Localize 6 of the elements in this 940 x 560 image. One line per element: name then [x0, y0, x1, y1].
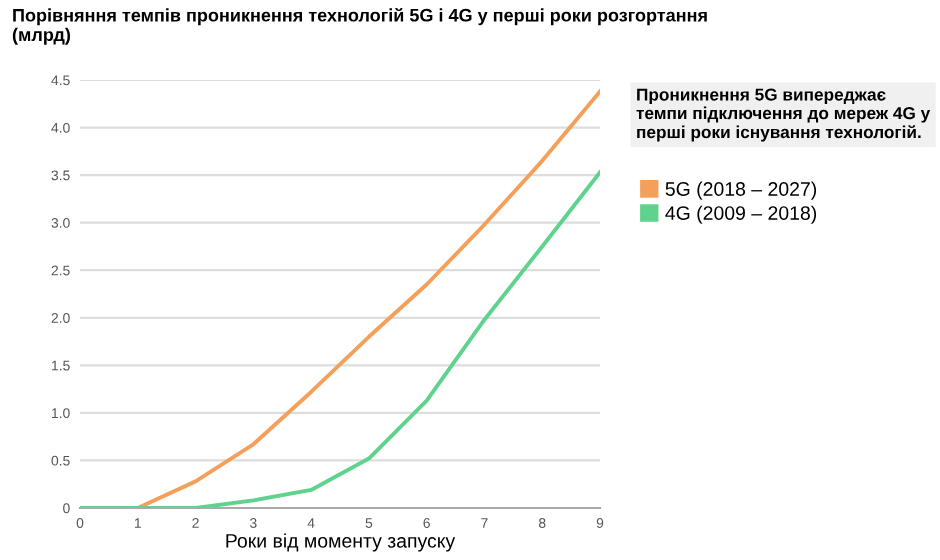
- x-axis-title: Роки від моменту запуску: [226, 533, 456, 552]
- line-series: [80, 170, 600, 508]
- chart-title: Порівняння темпів проникнення технологій 5G і 4G у перші роки розгортання (млрд): [12, 8, 707, 45]
- text: Проникнення 5G випереджає темпи підключення до мереж 4G у перші роки існування технологій.: [636, 88, 931, 142]
- legend-label: 5G (2018 – 2027): [665, 181, 817, 200]
- legend-label: 4G (2009 – 2018): [665, 205, 817, 224]
